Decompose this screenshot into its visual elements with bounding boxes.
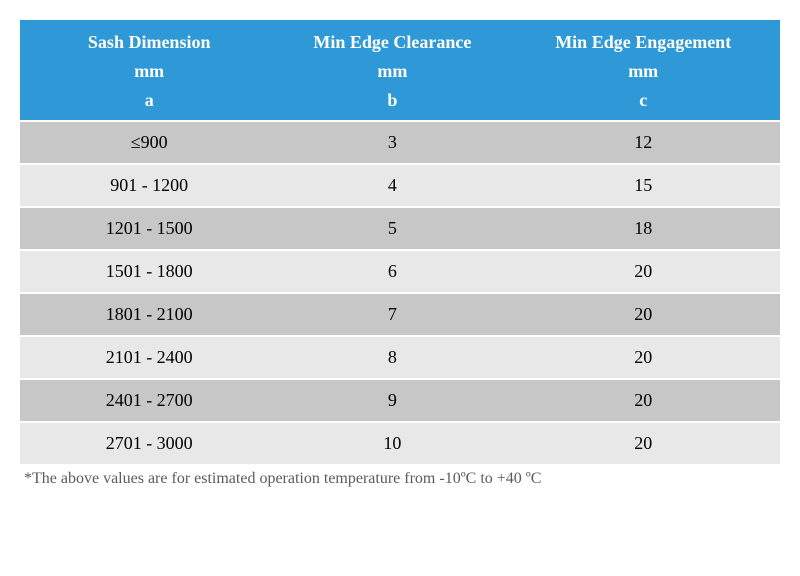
cell-sash: 901 - 1200: [20, 164, 278, 207]
cell-clearance: 8: [278, 336, 506, 379]
cell-engagement: 20: [506, 336, 780, 379]
col-letter: b: [288, 86, 496, 115]
cell-engagement: 20: [506, 422, 780, 464]
col-header-clearance: Min Edge Clearance mm b: [278, 20, 506, 121]
col-title: Min Edge Engagement: [516, 28, 770, 57]
cell-sash: 1801 - 2100: [20, 293, 278, 336]
cell-clearance: 4: [278, 164, 506, 207]
cell-engagement: 15: [506, 164, 780, 207]
cell-engagement: 20: [506, 250, 780, 293]
table-body: ≤900 3 12 901 - 1200 4 15 1201 - 1500 5 …: [20, 121, 780, 464]
cell-sash: ≤900: [20, 121, 278, 164]
col-letter: c: [516, 86, 770, 115]
cell-clearance: 10: [278, 422, 506, 464]
col-title: Min Edge Clearance: [288, 28, 496, 57]
col-unit: mm: [516, 57, 770, 86]
cell-clearance: 6: [278, 250, 506, 293]
cell-sash: 2101 - 2400: [20, 336, 278, 379]
table-header: Sash Dimension mm a Min Edge Clearance m…: [20, 20, 780, 121]
cell-sash: 2701 - 3000: [20, 422, 278, 464]
col-letter: a: [30, 86, 268, 115]
cell-engagement: 18: [506, 207, 780, 250]
cell-engagement: 20: [506, 379, 780, 422]
cell-clearance: 3: [278, 121, 506, 164]
clearance-table: Sash Dimension mm a Min Edge Clearance m…: [20, 20, 780, 464]
cell-sash: 1201 - 1500: [20, 207, 278, 250]
cell-engagement: 20: [506, 293, 780, 336]
cell-clearance: 9: [278, 379, 506, 422]
col-header-engagement: Min Edge Engagement mm c: [506, 20, 780, 121]
col-title: Sash Dimension: [30, 28, 268, 57]
col-unit: mm: [30, 57, 268, 86]
table-row: 2701 - 3000 10 20: [20, 422, 780, 464]
cell-clearance: 7: [278, 293, 506, 336]
table-row: 2101 - 2400 8 20: [20, 336, 780, 379]
cell-clearance: 5: [278, 207, 506, 250]
cell-sash: 2401 - 2700: [20, 379, 278, 422]
table-row: 1801 - 2100 7 20: [20, 293, 780, 336]
cell-sash: 1501 - 1800: [20, 250, 278, 293]
table-row: 901 - 1200 4 15: [20, 164, 780, 207]
footnote: *The above values are for estimated oper…: [20, 470, 780, 488]
table-row: 2401 - 2700 9 20: [20, 379, 780, 422]
table-row: ≤900 3 12: [20, 121, 780, 164]
table-row: 1201 - 1500 5 18: [20, 207, 780, 250]
table-row: 1501 - 1800 6 20: [20, 250, 780, 293]
clearance-table-wrapper: Sash Dimension mm a Min Edge Clearance m…: [20, 20, 780, 488]
col-unit: mm: [288, 57, 496, 86]
col-header-sash: Sash Dimension mm a: [20, 20, 278, 121]
cell-engagement: 12: [506, 121, 780, 164]
